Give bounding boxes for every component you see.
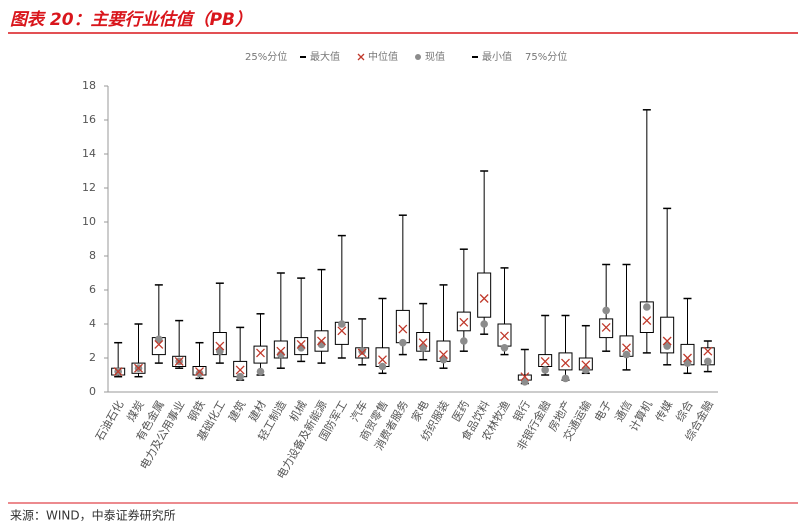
median-mark: [540, 356, 550, 366]
current-dot: [439, 355, 448, 364]
y-tick-label: 10: [82, 215, 96, 228]
box: [558, 352, 573, 371]
median-mark: [398, 324, 408, 334]
median-mark: [561, 358, 570, 368]
y-tick-label: 6: [89, 283, 96, 296]
current-dot: [663, 342, 671, 350]
y-tick-label: 8: [89, 249, 96, 262]
current-dot: [480, 320, 488, 328]
legend-label: 25%分位: [245, 50, 287, 63]
current-dot: [704, 357, 712, 366]
current-dot: [582, 366, 590, 374]
median-mark: [276, 346, 286, 356]
y-tick-label: 14: [82, 147, 96, 160]
current-dot: [378, 362, 387, 371]
median-mark: [256, 348, 265, 358]
current-dot: [338, 320, 346, 328]
x-tick-label: 建筑: [225, 398, 248, 424]
legend-label: 最大值: [310, 50, 340, 63]
median-mark: [703, 346, 713, 356]
median-mark: [154, 339, 164, 349]
current-dot: [683, 359, 692, 367]
legend-label: 中位值: [368, 50, 398, 63]
y-tick-label: 16: [82, 113, 96, 126]
y-tick-label: 2: [89, 351, 96, 364]
median-mark: [235, 365, 245, 375]
median-mark: [479, 294, 489, 303]
legend-label: 现值: [425, 50, 445, 63]
current-dot: [399, 338, 407, 347]
median-mark: [622, 343, 631, 353]
current-dot: [500, 344, 509, 352]
x-tick-label: 电子: [592, 399, 614, 425]
y-tick-label: 0: [89, 385, 96, 398]
chart-title: 图表 20：主要行业估值（PB）: [10, 10, 252, 30]
median-mark: [439, 350, 448, 360]
median-mark: [174, 356, 184, 366]
median-mark: [418, 338, 428, 348]
source: 来源：WIND，中泰证券研究所: [10, 508, 176, 523]
legend-marker: [415, 54, 421, 60]
current-dot: [521, 378, 529, 386]
box: [477, 272, 492, 318]
current-dot: [643, 303, 651, 311]
current-dot: [419, 344, 427, 352]
median-mark: [683, 353, 692, 363]
median-mark: [459, 317, 469, 327]
median-mark: [520, 372, 530, 382]
median-mark: [317, 336, 326, 346]
current-dot: [541, 366, 549, 374]
box: [639, 301, 654, 333]
current-dot: [256, 367, 265, 376]
current-dot: [195, 369, 204, 378]
box: [253, 345, 268, 364]
legend-label: 最小值: [482, 50, 512, 63]
current-dot: [602, 306, 610, 315]
x-tick-label: 石油石化: [92, 398, 126, 443]
box: [395, 309, 410, 344]
legend-marker: [357, 53, 365, 61]
median-mark: [113, 367, 123, 377]
current-dot: [236, 372, 244, 381]
median-mark: [662, 336, 672, 346]
current-dot: [460, 337, 468, 345]
median-mark: [378, 355, 387, 365]
x-tick-label: 传媒: [653, 399, 675, 425]
current-dot: [622, 350, 631, 359]
median-mark: [601, 322, 611, 332]
median-mark: [296, 339, 306, 349]
current-dot: [561, 374, 570, 383]
median-mark: [357, 348, 367, 358]
median-mark: [195, 367, 204, 377]
y-tick-label: 4: [89, 317, 96, 330]
y-tick-label: 12: [82, 181, 96, 194]
median-mark: [134, 363, 143, 373]
current-dot: [358, 347, 366, 356]
median-mark: [581, 360, 591, 370]
legend-label: 75%分位: [525, 50, 567, 63]
current-dot: [216, 347, 224, 356]
current-dot: [155, 335, 163, 344]
median-mark: [642, 316, 652, 326]
median-mark: [337, 326, 347, 336]
y-tick-label: 18: [82, 79, 96, 92]
median-mark: [500, 331, 509, 341]
median-mark: [215, 341, 225, 351]
